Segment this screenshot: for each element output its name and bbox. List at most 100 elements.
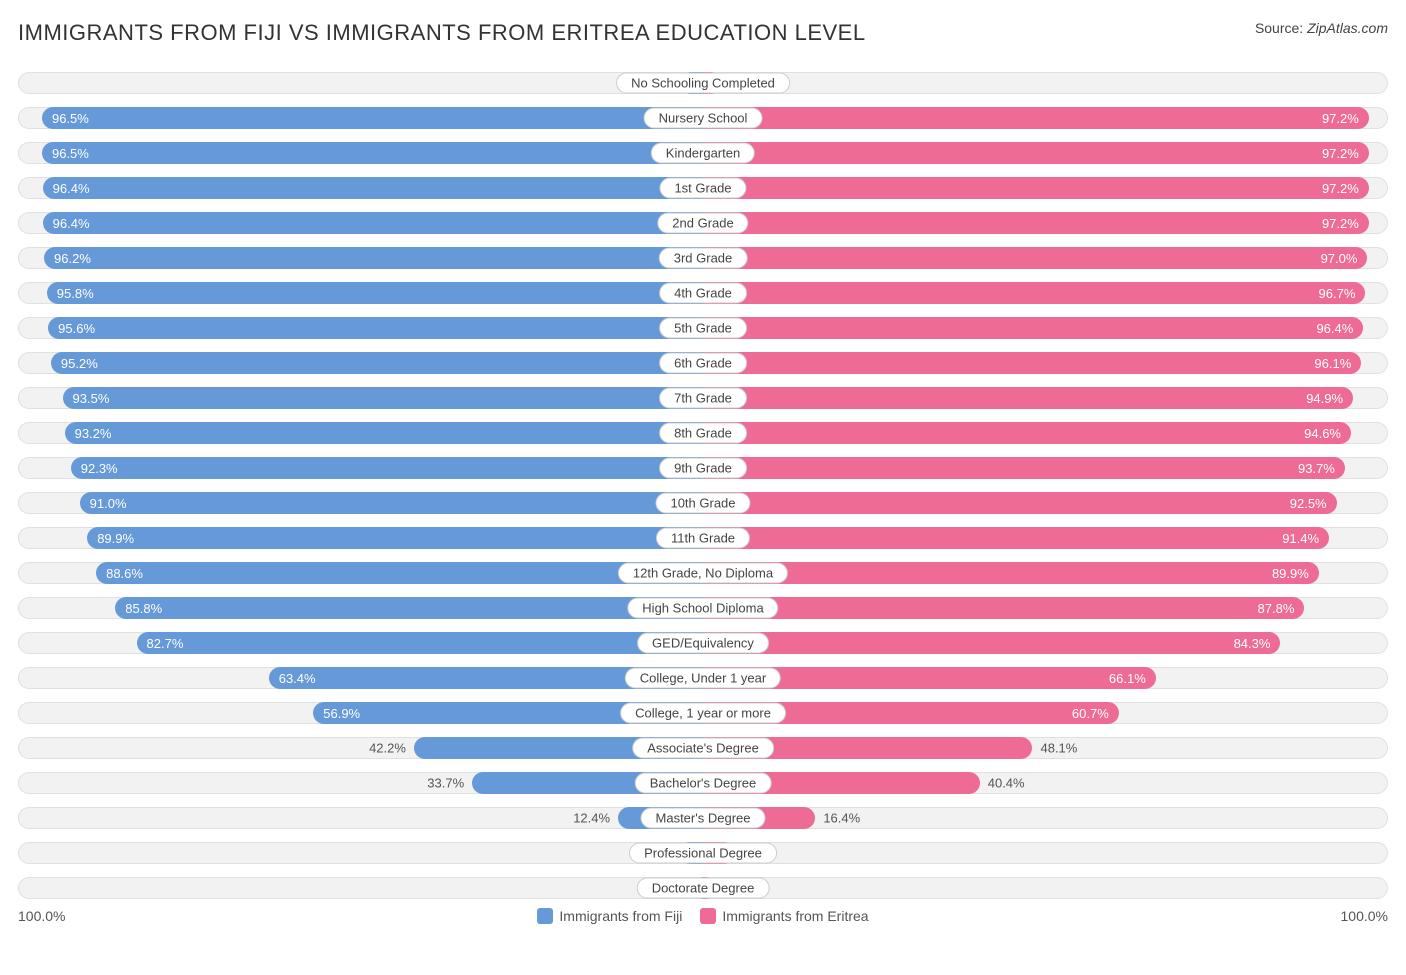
track-right <box>703 877 1388 899</box>
chart-row: 82.7% 84.3%GED/Equivalency <box>18 628 1388 658</box>
category-label: 10th Grade <box>655 493 750 514</box>
bar-left-value: 89.9% <box>97 531 134 546</box>
bar-left-value: 96.2% <box>54 251 91 266</box>
bar-right: 97.2% <box>703 212 1369 234</box>
chart-row: 56.9%60.7%College, 1 year or more <box>18 698 1388 728</box>
bar-right-value: 97.2% <box>1322 146 1359 161</box>
chart-row: 93.5% 94.9% 7th Grade <box>18 383 1388 413</box>
axis-max-left: 100.0% <box>18 908 65 924</box>
bar-right-value: 96.1% <box>1314 356 1351 371</box>
chart-row: 91.0% 92.5%10th Grade <box>18 488 1388 518</box>
legend-swatch-right <box>700 908 716 924</box>
chart-row: 95.6% 96.4% 5th Grade <box>18 313 1388 343</box>
legend-item-left: Immigrants from Fiji <box>537 908 682 924</box>
bar-left: 85.8% <box>115 597 703 619</box>
bar-left-value: 12.4% <box>573 811 610 826</box>
track-left <box>18 842 703 864</box>
chart-title: IMMIGRANTS FROM FIJI VS IMMIGRANTS FROM … <box>18 20 866 46</box>
bar-right: 97.2% <box>703 142 1369 164</box>
bar-left: 93.5% <box>63 387 703 409</box>
chart-row: 63.4%66.1%College, Under 1 year <box>18 663 1388 693</box>
bar-right: 84.3% <box>703 632 1280 654</box>
bar-right-value: 16.4% <box>823 811 860 826</box>
bar-right: 96.7% <box>703 282 1365 304</box>
bar-left: 96.5% <box>42 142 703 164</box>
category-label: Kindergarten <box>651 143 755 164</box>
bar-right-value: 96.7% <box>1319 286 1356 301</box>
bar-left-value: 82.7% <box>147 636 184 651</box>
bar-left: 82.7% <box>137 632 703 654</box>
bar-right-value: 94.6% <box>1304 426 1341 441</box>
bar-right: 97.0% <box>703 247 1367 269</box>
source-name: ZipAtlas.com <box>1307 20 1388 36</box>
category-label: 2nd Grade <box>657 213 748 234</box>
bar-left: 92.3% <box>71 457 703 479</box>
bar-right: 92.5% <box>703 492 1337 514</box>
bar-right-value: 97.2% <box>1322 111 1359 126</box>
chart-row: 88.6%89.9%12th Grade, No Diploma <box>18 558 1388 588</box>
bar-right-value: 48.1% <box>1040 741 1077 756</box>
bar-right: 94.9% <box>703 387 1353 409</box>
category-label: 9th Grade <box>659 458 747 479</box>
bar-right-value: 89.9% <box>1272 566 1309 581</box>
category-label: Associate's Degree <box>632 738 774 759</box>
bar-left-value: 95.8% <box>57 286 94 301</box>
category-label: 5th Grade <box>659 318 747 339</box>
category-label: GED/Equivalency <box>637 633 769 654</box>
bar-left-value: 92.3% <box>81 461 118 476</box>
bar-left-value: 88.6% <box>106 566 143 581</box>
bar-left-value: 42.2% <box>369 741 406 756</box>
legend-item-right: Immigrants from Eritrea <box>700 908 868 924</box>
bar-right-value: 66.1% <box>1109 671 1146 686</box>
bar-left-value: 93.5% <box>73 391 110 406</box>
bar-left-value: 95.2% <box>61 356 98 371</box>
bar-right-value: 97.0% <box>1321 251 1358 266</box>
bar-left: 95.2% <box>51 352 703 374</box>
bar-right: 93.7% <box>703 457 1345 479</box>
bar-left-value: 93.2% <box>75 426 112 441</box>
bar-right: 89.9% <box>703 562 1319 584</box>
chart-row: 1.6%2.1%Doctorate Degree <box>18 873 1388 903</box>
bar-right-value: 94.9% <box>1306 391 1343 406</box>
category-label: Bachelor's Degree <box>635 773 772 794</box>
legend: Immigrants from Fiji Immigrants from Eri… <box>65 908 1340 924</box>
bar-left: 88.6% <box>96 562 703 584</box>
category-label: College, Under 1 year <box>625 668 781 689</box>
bar-left-value: 91.0% <box>90 496 127 511</box>
track-right <box>703 842 1388 864</box>
bar-right-value: 97.2% <box>1322 181 1359 196</box>
category-label: 8th Grade <box>659 423 747 444</box>
bar-left: 96.2% <box>44 247 703 269</box>
bar-right-value: 96.4% <box>1316 321 1353 336</box>
source-attribution: Source: ZipAtlas.com <box>1255 20 1388 36</box>
bar-left: 95.6% <box>48 317 703 339</box>
category-label: 7th Grade <box>659 388 747 409</box>
bar-right-value: 93.7% <box>1298 461 1335 476</box>
chart-row: 95.2%96.1%6th Grade <box>18 348 1388 378</box>
category-label: No Schooling Completed <box>616 73 790 94</box>
category-label: 1st Grade <box>659 178 746 199</box>
bar-left: 95.8% <box>47 282 703 304</box>
bar-left-value: 96.5% <box>52 111 89 126</box>
bar-right: 96.1% <box>703 352 1361 374</box>
bar-right: 91.4% <box>703 527 1329 549</box>
category-label: 4th Grade <box>659 283 747 304</box>
bar-right: 94.6% <box>703 422 1351 444</box>
bar-left: 96.5% <box>42 107 703 129</box>
category-label: 11th Grade <box>656 528 750 549</box>
chart-footer: 100.0% Immigrants from Fiji Immigrants f… <box>18 908 1388 924</box>
chart-area: 3.5%2.8%No Schooling Completed 96.5% 97.2%… <box>18 68 1388 903</box>
bar-right-value: 40.4% <box>988 776 1025 791</box>
chart-row: 93.2% 94.6% 8th Grade <box>18 418 1388 448</box>
bar-left-value: 96.4% <box>53 216 90 231</box>
chart-row: 96.5%97.2%Nursery School <box>18 103 1388 133</box>
bar-right-value: 91.4% <box>1282 531 1319 546</box>
bar-left-value: 85.8% <box>125 601 162 616</box>
chart-row: 3.5%2.8%No Schooling Completed <box>18 68 1388 98</box>
chart-row: 92.3% 93.7% 9th Grade <box>18 453 1388 483</box>
chart-row: 42.2% 48.1% Associate's Degree <box>18 733 1388 763</box>
bar-left: 89.9% <box>87 527 703 549</box>
bar-left-value: 96.4% <box>53 181 90 196</box>
chart-row: 96.4% 97.2%2nd Grade <box>18 208 1388 238</box>
bar-left: 96.4% <box>43 212 703 234</box>
